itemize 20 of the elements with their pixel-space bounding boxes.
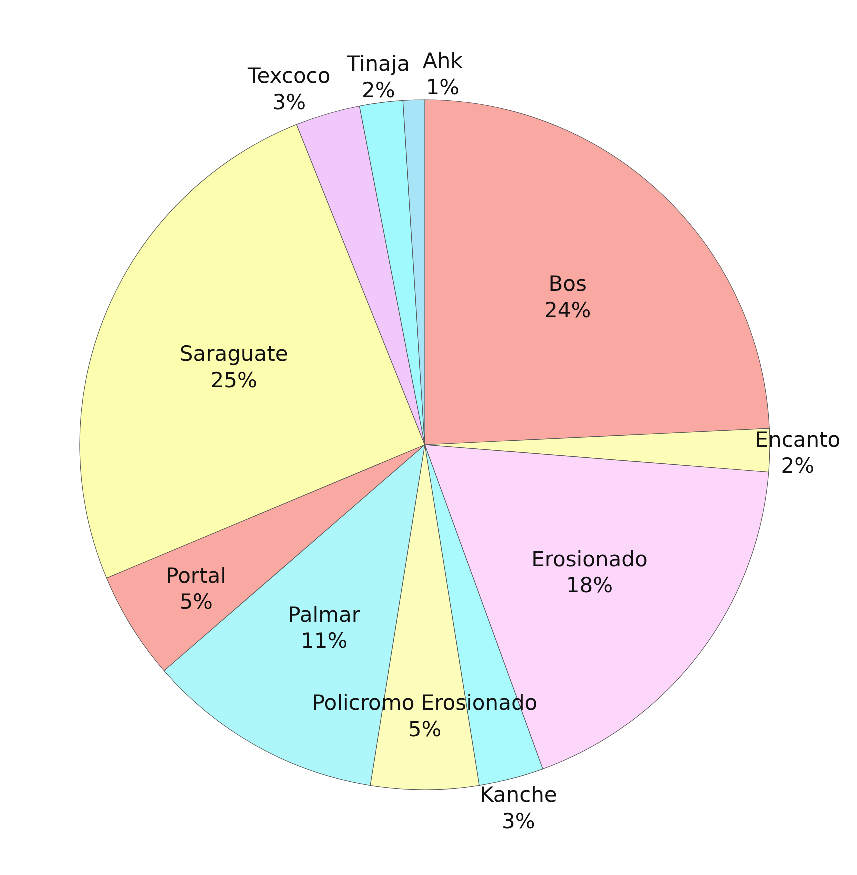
- data-label: 24%: [544, 298, 592, 322]
- data-label: 5%: [180, 590, 214, 614]
- data-label: 3%: [502, 809, 536, 834]
- slice-label: Saraguate: [180, 342, 288, 366]
- slice-label: Palmar: [288, 602, 361, 627]
- data-label: 2%: [362, 78, 396, 102]
- slice-label: Bos: [548, 272, 587, 296]
- slice-label: Texcoco: [247, 64, 331, 88]
- data-label: 25%: [210, 368, 258, 392]
- data-label: 18%: [566, 574, 614, 598]
- slice-label: Tinaja: [346, 52, 410, 76]
- slice-label: Portal: [166, 564, 227, 588]
- data-label: 5%: [408, 717, 442, 742]
- data-label: 1%: [426, 75, 460, 100]
- slice-label: Kanche: [480, 783, 558, 808]
- slice-label: Ahk: [422, 49, 464, 74]
- data-label: 11%: [301, 629, 348, 654]
- data-label: 3%: [272, 90, 306, 114]
- slice-label: Erosionado: [532, 547, 648, 572]
- data-label: 2%: [781, 454, 815, 478]
